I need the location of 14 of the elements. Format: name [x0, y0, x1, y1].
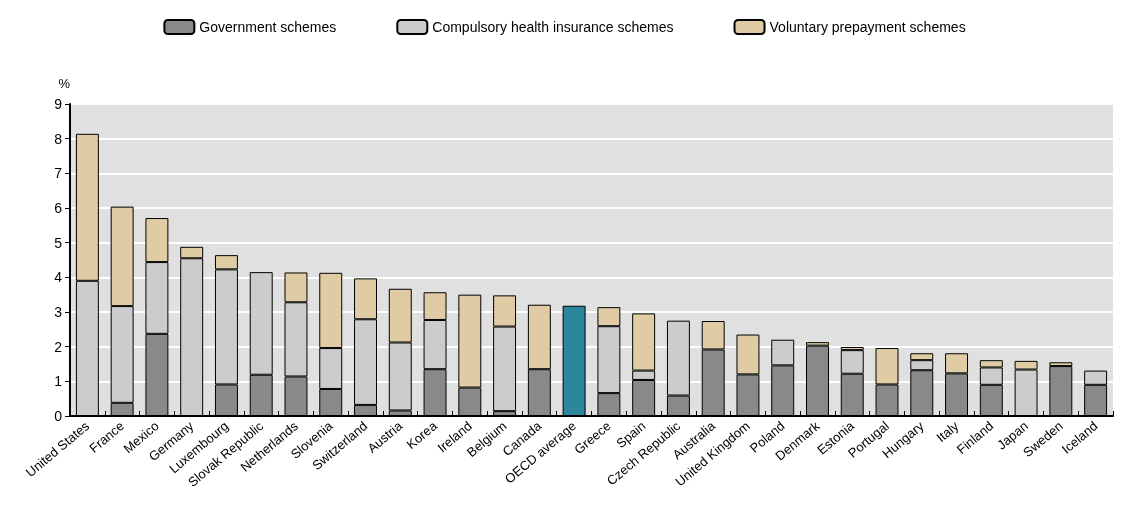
y-tick-label: 6	[54, 200, 63, 216]
y-tick-label: 0	[54, 408, 63, 424]
y-tick-label: 7	[54, 165, 63, 182]
y-axis-title: %	[58, 76, 71, 91]
legend-label: Voluntary prepayment schemes	[769, 19, 966, 35]
y-tick-label: 3	[54, 304, 63, 320]
y-tick-label: 4	[54, 269, 63, 286]
legend-label: Government schemes	[199, 19, 337, 35]
y-tick-label: 2	[54, 338, 63, 355]
y-tick-label: 1	[54, 373, 63, 390]
y-tick-label: 9	[54, 96, 63, 112]
y-tick-label: 5	[54, 234, 63, 251]
y-tick-label: 8	[54, 130, 63, 147]
legend-label: Compulsory health insurance schemes	[432, 19, 674, 35]
